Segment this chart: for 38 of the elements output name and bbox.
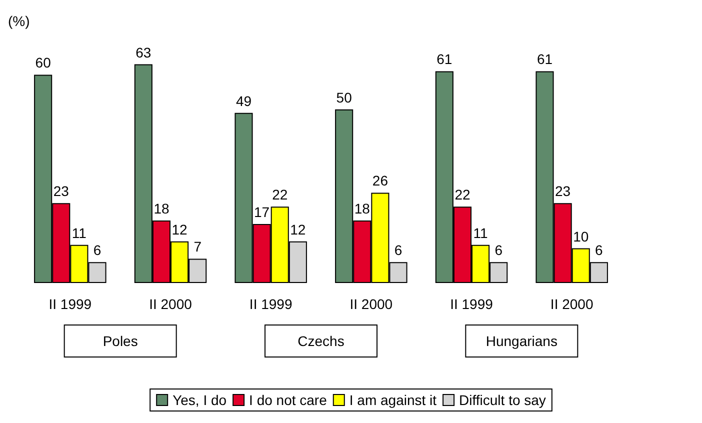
x-tick-label: II 1999 <box>48 296 92 312</box>
data-label: 12 <box>290 221 306 238</box>
data-label: 63 <box>136 44 152 60</box>
data-label: 60 <box>35 54 52 71</box>
data-label: 10 <box>573 228 589 244</box>
text: Poles <box>102 333 138 349</box>
data-label: 18 <box>354 200 370 217</box>
data-label: 23 <box>555 183 571 200</box>
data-label: 22 <box>454 186 470 203</box>
data-label: 50 <box>336 89 352 106</box>
data-label: 26 <box>372 172 388 189</box>
data-label: 11 <box>72 224 87 241</box>
legend-label: Yes, I do <box>172 392 227 408</box>
data-label: 6 <box>595 242 604 258</box>
data-label: 49 <box>236 92 252 109</box>
data-label: 12 <box>172 221 188 238</box>
data-label: 11 <box>473 224 488 241</box>
data-label: 61 <box>536 51 553 68</box>
data-label: 22 <box>272 186 288 203</box>
data-label: 6 <box>494 242 503 258</box>
data-label: 6 <box>394 242 402 258</box>
data-label: 18 <box>154 200 170 217</box>
x-tick-label: II 1999 <box>450 296 494 312</box>
data-label: 23 <box>53 183 70 200</box>
legend-label: I do not care <box>249 392 328 408</box>
data-label: 61 <box>436 51 452 68</box>
data-label: 7 <box>194 238 202 255</box>
data-label: 17 <box>254 204 270 220</box>
x-tick-label: II 2000 <box>350 296 393 312</box>
legend-label: I am against it <box>349 392 437 408</box>
legend-label: Difficult to say <box>459 392 546 408</box>
text: Hungarians <box>486 333 558 349</box>
x-tick-label: II 2000 <box>149 296 192 312</box>
x-tick-label: II 1999 <box>249 296 292 312</box>
text: Czechs <box>298 333 344 349</box>
x-tick-label: II 2000 <box>550 296 594 312</box>
y-axis-title: (%) <box>8 13 30 29</box>
data-label: 6 <box>93 242 102 258</box>
